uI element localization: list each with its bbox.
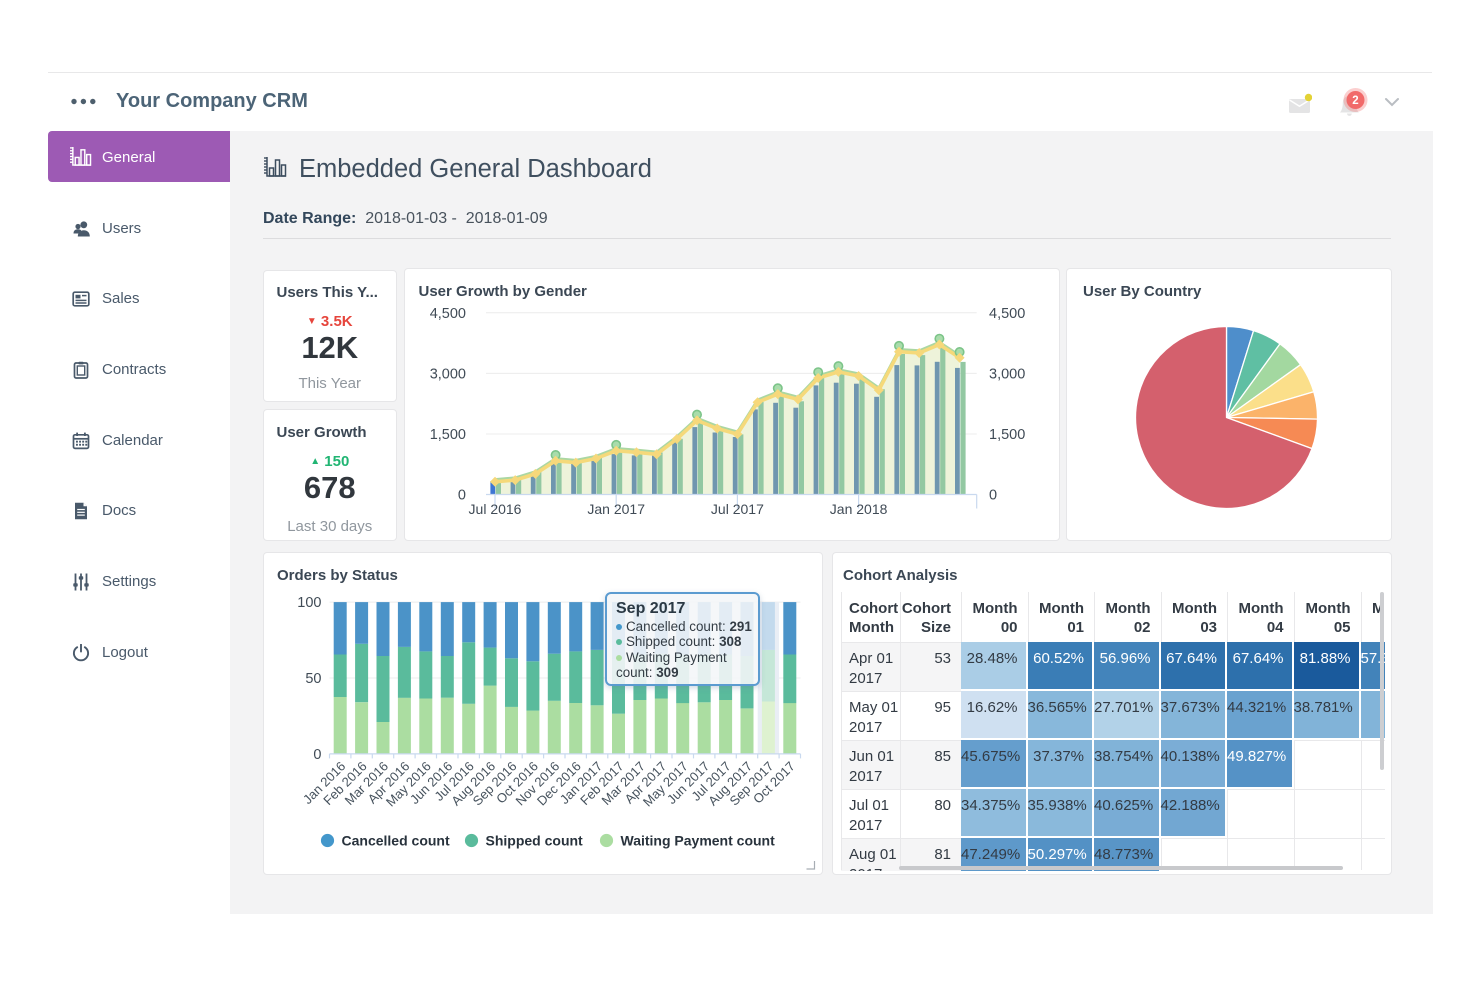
svg-text:4,500: 4,500 bbox=[430, 305, 466, 321]
svg-text:1,500: 1,500 bbox=[989, 427, 1025, 443]
svg-text:3,000: 3,000 bbox=[989, 366, 1025, 382]
svg-text:Waiting Payment count: Waiting Payment count bbox=[620, 832, 775, 848]
svg-text:Jan 2018: Jan 2018 bbox=[830, 501, 888, 517]
svg-text:0: 0 bbox=[989, 487, 997, 503]
svg-text:0: 0 bbox=[313, 746, 321, 762]
svg-text:Jan 2017: Jan 2017 bbox=[587, 501, 645, 517]
svg-text:2: 2 bbox=[1352, 95, 1358, 107]
svg-text:3,000: 3,000 bbox=[430, 366, 466, 382]
svg-text:Shipped count: Shipped count bbox=[485, 832, 583, 848]
svg-text:Cancelled count: Cancelled count bbox=[341, 832, 449, 848]
svg-text:0: 0 bbox=[458, 487, 466, 503]
svg-text:100: 100 bbox=[297, 595, 321, 611]
svg-text:50: 50 bbox=[305, 671, 321, 687]
svg-text:Jul 2017: Jul 2017 bbox=[711, 501, 764, 517]
svg-text:1,500: 1,500 bbox=[430, 427, 466, 443]
svg-text:Jul 2016: Jul 2016 bbox=[469, 501, 522, 517]
svg-text:4,500: 4,500 bbox=[989, 305, 1025, 321]
